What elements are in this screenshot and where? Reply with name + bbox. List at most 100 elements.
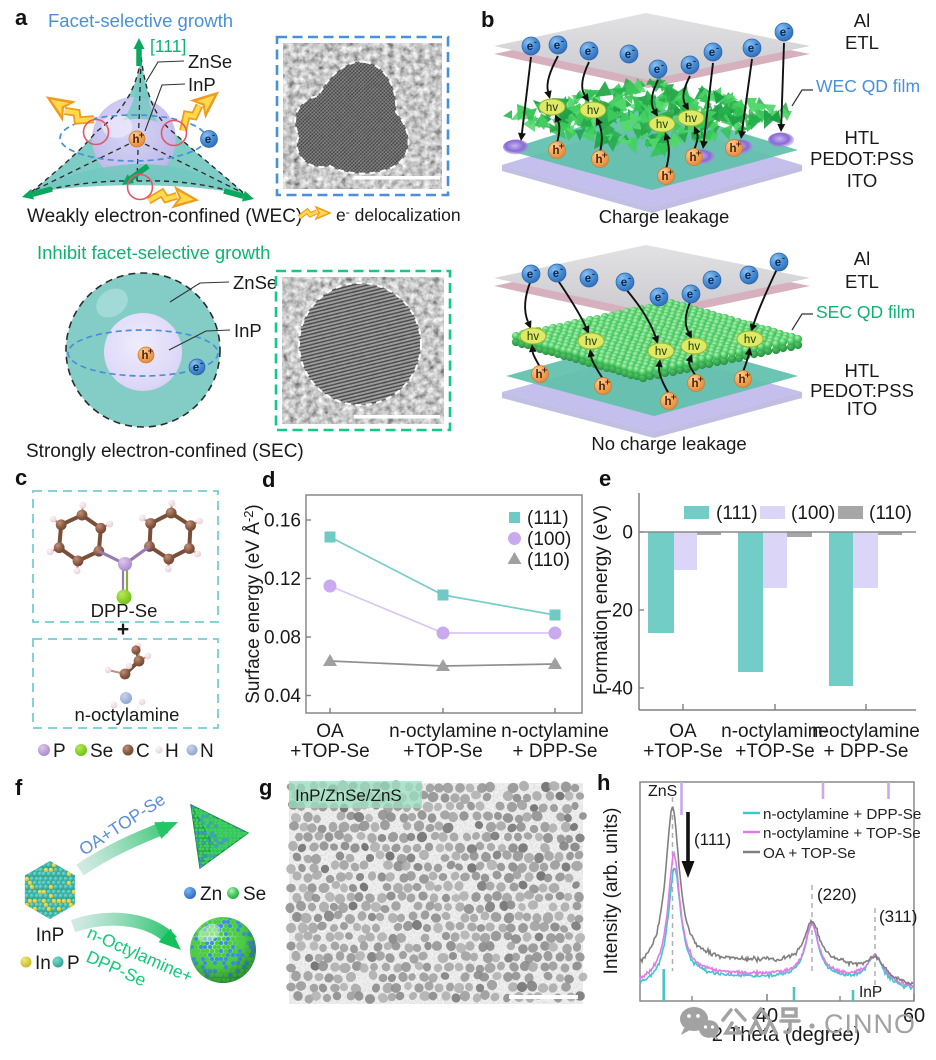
svg-text:ZnS: ZnS: [648, 783, 677, 800]
svg-text:-: -: [632, 45, 635, 55]
svg-text:h: h: [595, 154, 602, 166]
svg-text:-: -: [592, 42, 595, 52]
svg-text:e: e: [687, 289, 693, 301]
svg-text:hv: hv: [655, 346, 667, 358]
svg-text:Inhibit facet-selective growth: Inhibit facet-selective growth: [37, 242, 270, 263]
svg-text:e- delocalization: e- delocalization: [336, 205, 461, 225]
svg-text:OA: OA: [669, 721, 697, 742]
svg-text:InP/ZnSe/ZnS: InP/ZnSe/ZnS: [295, 786, 402, 805]
svg-text:e: e: [599, 466, 611, 491]
svg-text:2 Theta (degree): 2 Theta (degree): [712, 1024, 861, 1046]
svg-text:0.08: 0.08: [264, 628, 301, 649]
svg-text:e: e: [709, 47, 715, 59]
svg-text:b: b: [481, 7, 494, 32]
svg-text:Weakly electron-confined (WEC): Weakly electron-confined (WEC): [27, 206, 302, 227]
svg-text:e: e: [585, 273, 591, 285]
svg-text:+: +: [668, 167, 673, 177]
svg-text:Charge leakage: Charge leakage: [599, 206, 730, 227]
svg-text:InP: InP: [36, 925, 65, 946]
svg-text:e: e: [193, 362, 199, 374]
svg-text:PEDOT:PSS: PEDOT:PSS: [810, 380, 914, 401]
svg-text:-: -: [694, 285, 697, 295]
svg-text:-: -: [534, 37, 537, 47]
svg-text:Se: Se: [90, 741, 113, 762]
svg-text:OA + TOP-Se: OA + TOP-Se: [763, 845, 856, 862]
svg-text:(100): (100): [527, 529, 571, 550]
svg-text:+: +: [117, 618, 129, 641]
svg-text:InP: InP: [859, 984, 882, 1001]
svg-text:0.16: 0.16: [264, 511, 301, 532]
svg-text:h: h: [597, 770, 610, 795]
svg-text:n-octylamine: n-octylamine: [389, 721, 497, 742]
svg-text:h: h: [664, 396, 671, 408]
svg-text:ZnSe: ZnSe: [188, 51, 232, 72]
svg-text:e: e: [585, 46, 591, 58]
svg-text:h: h: [729, 143, 736, 155]
svg-text:e: e: [745, 270, 751, 282]
svg-text:+: +: [698, 374, 703, 384]
svg-text:SEC QD film: SEC QD film: [816, 302, 915, 322]
svg-text:Surface energy (eV Å-2): Surface energy (eV Å-2): [241, 504, 264, 704]
svg-text:-: -: [716, 43, 719, 53]
svg-text:0.04: 0.04: [264, 686, 301, 707]
svg-text:e: e: [655, 292, 661, 304]
svg-text:+: +: [745, 370, 750, 380]
svg-text:Al: Al: [854, 248, 870, 269]
svg-text:h: h: [689, 152, 696, 164]
svg-text:-: -: [782, 253, 785, 263]
svg-text:-: -: [755, 39, 758, 49]
svg-text:-: -: [561, 36, 564, 46]
svg-text:a: a: [15, 5, 28, 30]
svg-text:+: +: [542, 365, 547, 375]
svg-text:+: +: [139, 130, 144, 140]
svg-text:e: e: [748, 43, 754, 55]
svg-text:0.12: 0.12: [264, 569, 301, 590]
svg-text:+TOP-Se: +TOP-Se: [403, 741, 482, 762]
svg-text:-: -: [212, 130, 215, 140]
svg-text:ITO: ITO: [847, 170, 878, 191]
svg-text:h: h: [141, 350, 148, 362]
svg-text:InP: InP: [188, 74, 216, 95]
svg-text:InP: InP: [234, 320, 262, 341]
svg-text:Al: Al: [854, 10, 870, 31]
svg-text:hv: hv: [685, 113, 697, 125]
svg-text:e: e: [205, 134, 211, 146]
svg-text:Strongly electron-confined (SE: Strongly electron-confined (SEC): [26, 441, 304, 462]
svg-text:hv: hv: [744, 334, 756, 346]
svg-text:+: +: [736, 139, 741, 149]
svg-text:(100): (100): [791, 503, 835, 524]
svg-text:h: h: [661, 171, 668, 183]
svg-text:(311): (311): [879, 907, 917, 926]
svg-text:(110): (110): [869, 503, 912, 524]
svg-text:+: +: [602, 150, 607, 160]
svg-text:h: h: [738, 374, 745, 386]
svg-text:+: +: [696, 148, 701, 158]
svg-text:HTL: HTL: [845, 127, 880, 148]
svg-text:+ DPP-Se: + DPP-Se: [823, 741, 908, 762]
svg-text:PEDOT:PSS: PEDOT:PSS: [810, 148, 914, 169]
svg-text:+: +: [605, 377, 610, 387]
svg-text:d: d: [262, 467, 275, 492]
svg-text:60: 60: [903, 1005, 925, 1027]
svg-text:Intensity (arb. units): Intensity (arb. units): [601, 808, 622, 975]
svg-text:hv: hv: [688, 341, 700, 353]
svg-text:-: -: [560, 264, 563, 274]
svg-text:e: e: [775, 257, 781, 269]
svg-text:C: C: [136, 741, 150, 762]
svg-text:-: -: [715, 271, 718, 281]
svg-text:(220): (220): [817, 885, 857, 904]
svg-text:+: +: [559, 141, 564, 151]
svg-text:Formation energy (eV): Formation energy (eV): [591, 505, 612, 695]
svg-text:e: e: [553, 268, 559, 280]
svg-text:h: h: [552, 145, 559, 157]
svg-text:hv: hv: [656, 119, 668, 131]
svg-text:e: e: [780, 27, 786, 39]
svg-text:[111]: [111]: [150, 36, 186, 56]
svg-text:0: 0: [622, 523, 633, 544]
svg-text:(111): (111): [716, 503, 758, 524]
svg-text:(110): (110): [527, 550, 570, 571]
svg-text:N: N: [200, 741, 214, 762]
svg-text:ITO: ITO: [847, 398, 878, 419]
svg-text:n-octylamine: n-octylamine: [721, 721, 829, 742]
svg-text:ETL: ETL: [845, 32, 879, 53]
